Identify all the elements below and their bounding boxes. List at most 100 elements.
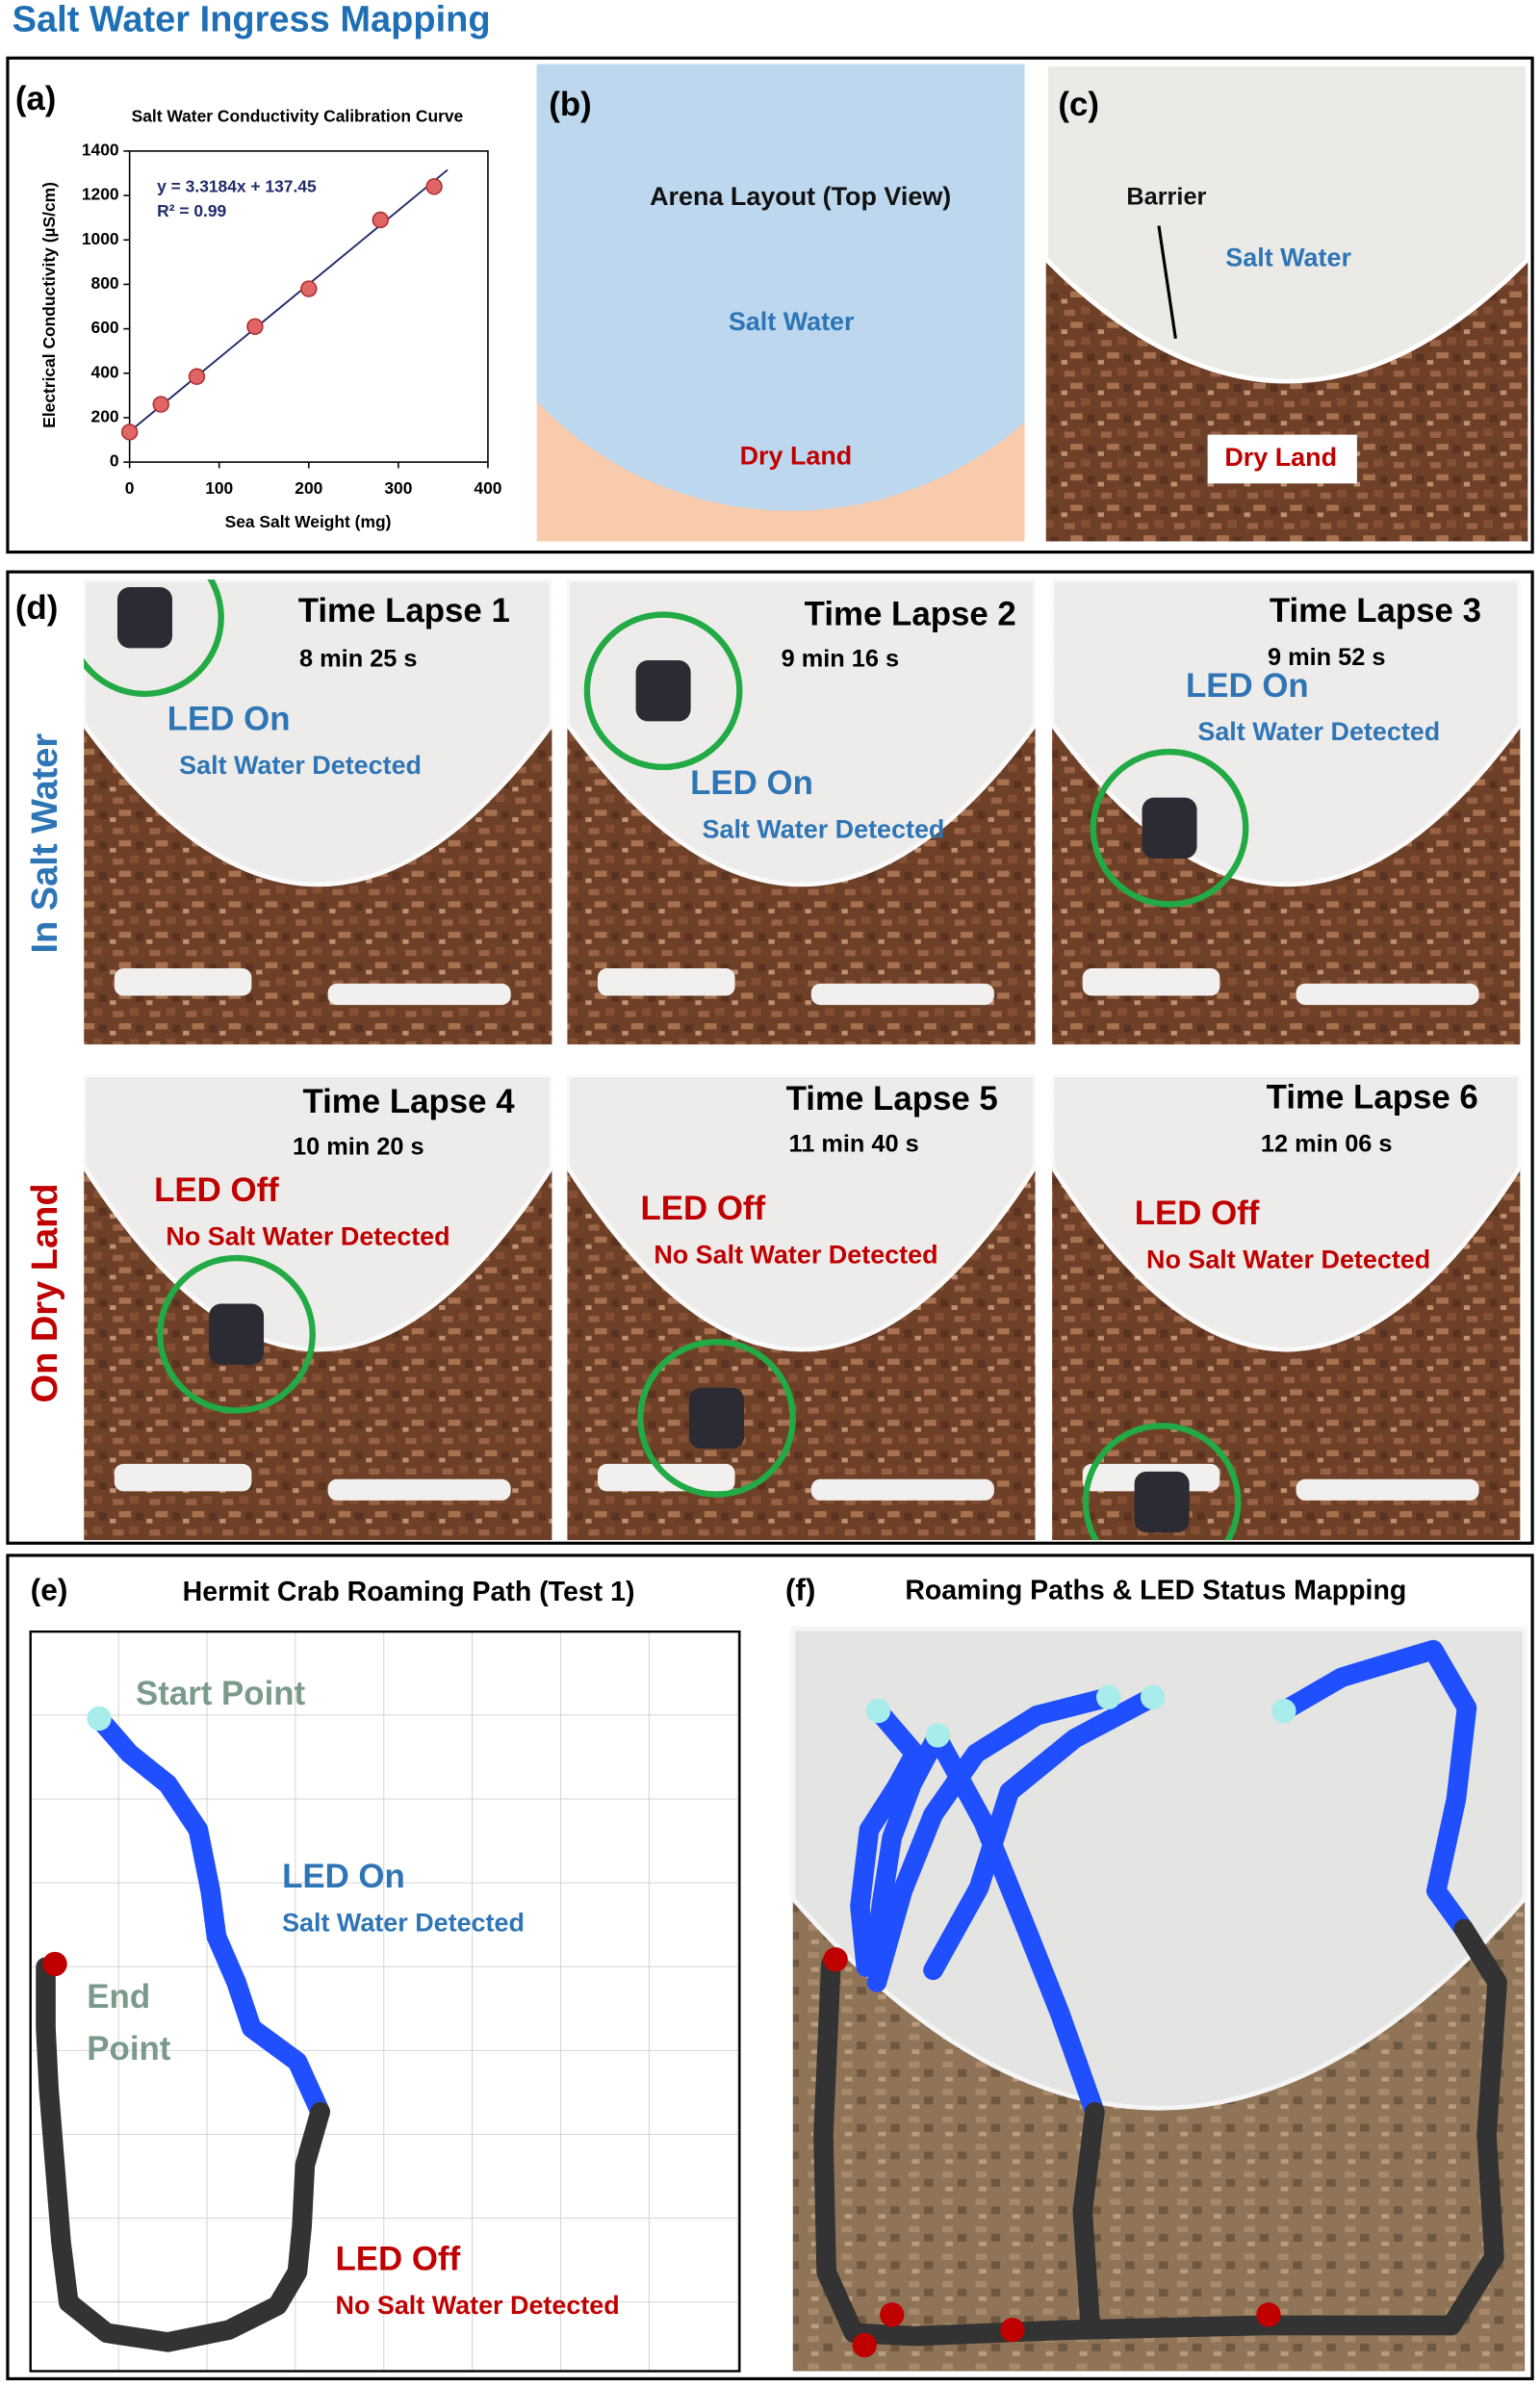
point [246, 318, 264, 336]
crab [1134, 1471, 1190, 1533]
frame-title: Time Lapse 6 [1267, 1078, 1478, 1116]
frame-title: Time Lapse 1 [298, 592, 510, 629]
dots [823, 1684, 1296, 2358]
sand-patch [327, 1478, 511, 1501]
point [300, 280, 318, 297]
end-dot [1000, 2318, 1025, 2343]
sand-patch [810, 1478, 994, 1501]
frame-time: 8 min 25 s [299, 646, 418, 673]
path-on [89, 1708, 330, 2122]
highlight-circle [637, 1338, 796, 1498]
frame-status: LED On [1186, 667, 1309, 705]
point [425, 178, 443, 195]
panel-label: (d) [15, 589, 59, 627]
frame-status: LED Off [1135, 1194, 1260, 1232]
row-label: On Dry Land [25, 1183, 65, 1402]
frame-time: 10 min 20 s [293, 1134, 424, 1161]
path-on [923, 1686, 1163, 1981]
start-dot [1096, 1684, 1121, 1709]
x-tick-label: 100 [205, 478, 233, 498]
label-box [1207, 434, 1357, 484]
frame-time: 12 min 06 s [1261, 1130, 1393, 1157]
frame-time: 9 min 52 s [1268, 644, 1386, 671]
frame-status: LED On [690, 764, 813, 802]
point [152, 396, 169, 413]
tile: Time Lapse 6 12 min 06 s LED Off No Salt Wa… [1052, 1074, 1521, 1541]
frame-detail: Salt Water Detected [703, 815, 945, 844]
frame-title: Time Lapse 4 [302, 1083, 515, 1120]
frame-detail: No Salt Water Detected [166, 1222, 449, 1251]
water-label: Salt Water [1225, 244, 1351, 272]
panel-label: (f) [785, 1572, 816, 1606]
sand-patch [810, 983, 994, 1006]
end-dot [823, 1947, 848, 1972]
start-label: Start Point [136, 1675, 306, 1712]
sand-patch [1296, 983, 1479, 1006]
r-squared: R² = 0.99 [157, 201, 226, 220]
highlight-circle [583, 611, 743, 771]
barrier-label: Barrier [1126, 184, 1206, 211]
x-axis-label: Sea Salt Weight (mg) [225, 512, 392, 531]
end-dot [42, 1951, 67, 1977]
frame-detail: No Salt Water Detected [1146, 1245, 1430, 1273]
crab [635, 660, 691, 722]
land-label: Dry Land [740, 441, 853, 470]
tile: Time Lapse 1 8 min 25 s LED On Salt Water D… [84, 579, 552, 1045]
path-off [1072, 2101, 1105, 2336]
time-lapse-grid: Time Lapse 1 8 min 25 s LED On Salt Water D… [84, 579, 1521, 1541]
start-dot [87, 1706, 112, 1732]
highlight-circle [84, 579, 224, 698]
sand-patch [1082, 968, 1220, 996]
end-dot [880, 2302, 905, 2327]
y-tick-label: 1400 [82, 141, 119, 160]
sand-patch [114, 968, 252, 996]
sand-patch [1296, 1478, 1479, 1501]
off-label: LED Off [336, 2241, 461, 2278]
path-off [36, 1957, 330, 2352]
x-tick-label: 200 [295, 478, 322, 498]
water-region [567, 1074, 1036, 1352]
panel-box [6, 570, 1534, 1545]
highlight-circle [157, 1254, 316, 1414]
panel-box [6, 1553, 1534, 2380]
path-on [1273, 1639, 1477, 1939]
frame-detail: Salt Water Detected [1197, 717, 1440, 746]
panel-label: (a) [15, 80, 57, 117]
panel-label: (c) [1058, 86, 1099, 123]
water-region [84, 1074, 552, 1352]
frame-title: Time Lapse 5 [786, 1080, 998, 1117]
figure-title: Salt Water Ingress Mapping [13, 0, 491, 39]
on-label: LED On [282, 1858, 405, 1895]
sand-patch [597, 968, 735, 996]
frame-detail: No Salt Water Detected [654, 1241, 937, 1270]
row-label: In Salt Water [25, 733, 65, 954]
path-on [866, 1725, 948, 1977]
tile: Time Lapse 2 9 min 16 s LED On Salt Water D… [567, 579, 1036, 1045]
panel-title: Hermit Crab Roaming Path (Test 1) [183, 1577, 635, 1607]
x-tick-label: 300 [384, 478, 412, 498]
plot-area [128, 150, 489, 463]
tile: Time Lapse 5 11 min 40 s LED Off No Salt Wa… [567, 1074, 1036, 1541]
frame-time: 9 min 16 s [782, 646, 900, 673]
water-region [1052, 1074, 1521, 1352]
frame-title: Time Lapse 2 [805, 595, 1016, 632]
y-tick-label: 1200 [82, 185, 119, 204]
start-dot [925, 1723, 950, 1748]
start-dot [1271, 1698, 1296, 1724]
path-on [927, 1728, 1105, 2122]
y-tick-label: 200 [91, 407, 119, 426]
sand-patch [114, 1463, 252, 1492]
panel-box [6, 56, 1534, 554]
end-dot [1256, 2302, 1281, 2327]
water-area [536, 64, 1025, 511]
equation: y = 3.3184x + 137.45 [157, 177, 317, 196]
crab [689, 1387, 745, 1450]
sand-patch [327, 983, 511, 1006]
y-tick-label: 800 [91, 273, 119, 293]
highlight-circle [1082, 1423, 1242, 1541]
panel-title: Roaming Paths & LED Status Mapping [905, 1575, 1406, 1605]
end-label: End [87, 1978, 150, 2016]
frame-detail: Salt Water Detected [179, 751, 422, 780]
